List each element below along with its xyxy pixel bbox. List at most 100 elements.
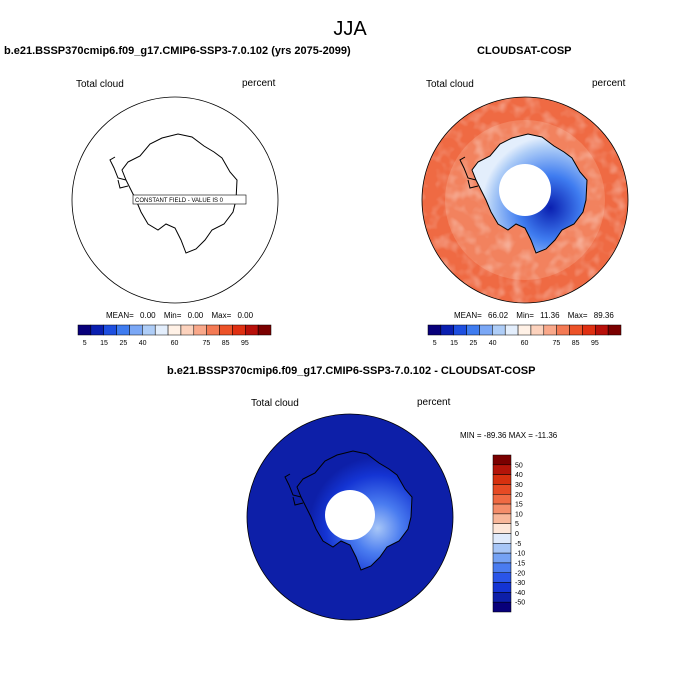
right-min-label: Min= xyxy=(516,311,534,320)
bottom-coastline xyxy=(296,450,413,571)
bottom-colorbar-cell xyxy=(492,513,512,524)
left-mean-label: MEAN= xyxy=(106,311,134,320)
right-colorbar-tick-label: 15 xyxy=(450,340,458,347)
bottom-colorbar-cell xyxy=(492,474,512,485)
left-colorbar-tick-label: 40 xyxy=(139,340,147,347)
bottom-colorbar-cell xyxy=(492,523,512,534)
right-colorbar-tick-label: 95 xyxy=(591,340,599,347)
left-colorbar-cell xyxy=(116,324,130,336)
right-colorbar-cell xyxy=(543,324,557,336)
right-colorbar-tick-label: 75 xyxy=(552,340,560,347)
left-min-value: 0.00 xyxy=(187,311,204,320)
right-colorbar-cell xyxy=(427,324,442,336)
left-coastline xyxy=(121,133,238,254)
bottom-colorbar-tick-label: -40 xyxy=(515,590,525,597)
right-colorbar-tick-label: 25 xyxy=(469,340,477,347)
left-colorbar-cell xyxy=(90,324,104,336)
right-mean-label: MEAN= xyxy=(454,311,482,320)
right-colorbar-cell xyxy=(607,324,622,336)
right-coastline xyxy=(471,133,588,254)
left-constant-field-box xyxy=(132,194,247,205)
right-max-value: 89.36 xyxy=(593,311,614,320)
left-colorbar-cell xyxy=(129,324,143,336)
bottom-map-boundary xyxy=(246,413,454,621)
bottom-colorbar-tick-label: 50 xyxy=(515,462,523,469)
left-colorbar-cell xyxy=(167,324,182,336)
bottom-colorbar-cell xyxy=(492,601,512,613)
bottom-colorbar-tick-label: 0 xyxy=(515,531,519,538)
bottom-colorbar-tick-label: 40 xyxy=(515,472,523,479)
right-colorbar-tick-label: 85 xyxy=(572,340,580,347)
bottom-colorbar-cell xyxy=(492,562,512,573)
bottom-colorbar-cell xyxy=(492,533,512,544)
bottom-colorbar-tick-label: -30 xyxy=(515,580,525,587)
left-colorbar-tick-label: 5 xyxy=(83,340,87,347)
left-units-label: percent xyxy=(242,78,276,89)
bottom-colorbar-cell xyxy=(492,592,512,603)
left-colorbar-tick-label: 75 xyxy=(202,340,210,347)
bottom-units-label: percent xyxy=(417,397,451,408)
left-colorbar-cell xyxy=(193,324,207,336)
bottom-colorbar-cell xyxy=(492,494,512,505)
bottom-colorbar-tick-label: -50 xyxy=(515,600,525,607)
left-colorbar-cell xyxy=(77,324,92,336)
bottom-colorbar-cell xyxy=(492,552,512,564)
right-colorbar-cell xyxy=(492,324,506,336)
bottom-panel-title: b.e21.BSSP370cmip6.f09_g17.CMIP6-SSP3-7.… xyxy=(167,365,536,377)
bottom-colorbar-cell xyxy=(492,572,512,583)
right-colorbar-tick-label: 40 xyxy=(489,340,497,347)
left-min-label: Min= xyxy=(163,311,182,320)
left-colorbar-cell xyxy=(103,324,117,336)
right-max-label: Max= xyxy=(567,311,588,320)
bottom-variable-label: Total cloud xyxy=(251,398,299,409)
right-colorbar-cell xyxy=(479,324,493,336)
right-stats: MEAN= 66.02 Min= 11.36 Max= 89.36 xyxy=(454,311,614,320)
right-colorbar-cell xyxy=(595,324,609,336)
bottom-colorbar-cell xyxy=(492,454,512,466)
right-units-label: percent xyxy=(592,78,626,89)
right-colorbar-tick-label: 5 xyxy=(433,340,437,347)
left-mean-value: 0.00 xyxy=(140,311,156,320)
left-colorbar-cell xyxy=(154,324,169,336)
colorbars: 5 15 25 40 60 75 85 95 5 15 25 40 60 75 85 955040302015… xyxy=(77,324,622,613)
left-panel-title: b.e21.BSSP370cmip6.f09_g17.CMIP6-SSP3-7.… xyxy=(4,45,351,57)
bottom-colorbar-tick-label: 5 xyxy=(515,521,519,528)
left-colorbar-tick-label: 95 xyxy=(241,340,249,347)
right-colorbar-cell xyxy=(504,324,519,336)
left-max-value: 0.00 xyxy=(237,311,254,320)
right-pole-hole xyxy=(499,164,551,216)
left-max-label: Max= xyxy=(211,311,232,320)
right-colorbar-cell xyxy=(582,324,596,336)
bottom-colorbar-tick-label: 30 xyxy=(515,482,523,489)
left-map: CONSTANT FIELD - VALUE IS 0 xyxy=(71,96,279,304)
figure-title: JJA xyxy=(333,18,367,40)
left-stats: MEAN= 0.00 Min= 0.00 Max= 0.00 xyxy=(106,311,253,320)
right-panel-title: CLOUDSAT-COSP xyxy=(477,45,572,57)
left-colorbar-tick-label: 25 xyxy=(119,340,127,347)
left-peninsula xyxy=(109,156,129,189)
right-colorbar-cell xyxy=(466,324,480,336)
left-colorbar-tick-label: 60 xyxy=(171,340,179,347)
left-colorbar-tick-label: 85 xyxy=(222,340,230,347)
bottom-colorbar-cell xyxy=(492,464,512,475)
right-colorbar-tick-label: 60 xyxy=(521,340,529,347)
right-peninsula xyxy=(459,156,479,189)
left-colorbar-cell xyxy=(180,324,195,336)
bottom-colorbar-cell xyxy=(492,543,512,554)
bottom-stats: MIN = -89.36 MAX = -11.36 xyxy=(460,431,558,440)
bottom-colorbar-cell xyxy=(492,484,512,495)
bottom-colorbar-tick-label: 15 xyxy=(515,502,523,509)
left-colorbar-cell xyxy=(219,324,233,336)
right-colorbar-cell xyxy=(530,324,545,336)
bottom-colorbar-tick-label: -15 xyxy=(515,560,525,567)
left-colorbar-cell xyxy=(206,324,220,336)
right-colorbar-cell xyxy=(517,324,532,336)
bottom-colorbar-tick-label: -5 xyxy=(515,541,521,548)
left-constant-field-text: CONSTANT FIELD - VALUE IS 0 xyxy=(135,198,224,204)
bottom-pole-hole xyxy=(325,490,375,540)
left-colorbar-cell xyxy=(232,324,246,336)
right-map-boundary xyxy=(421,96,629,304)
right-min-value: 11.36 xyxy=(540,311,560,320)
bottom-colorbar-cell xyxy=(492,582,512,593)
